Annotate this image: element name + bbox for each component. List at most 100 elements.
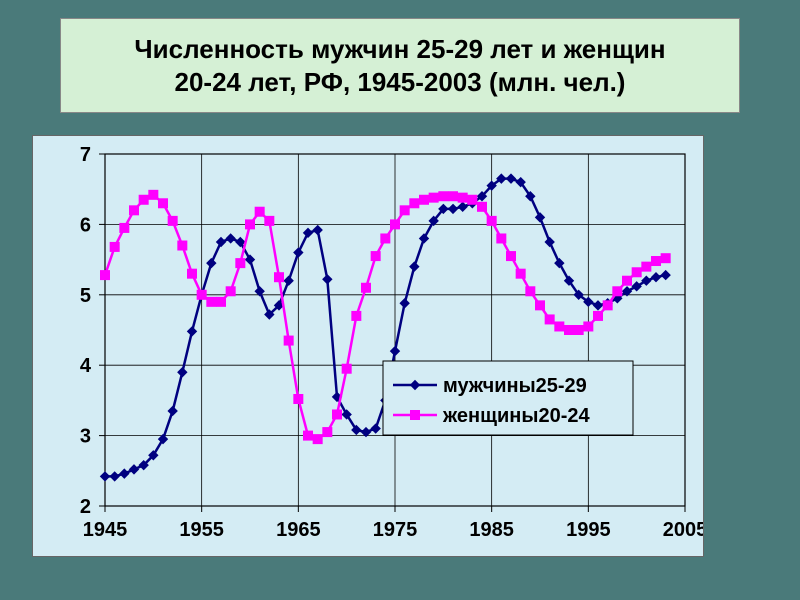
data-marker (226, 287, 235, 296)
y-tick-label: 5 (80, 285, 91, 307)
data-marker (168, 216, 177, 225)
data-marker (391, 347, 400, 356)
x-tick-label: 1955 (179, 519, 224, 541)
data-marker (661, 254, 670, 263)
data-marker (236, 259, 245, 268)
data-marker (594, 301, 603, 310)
legend-label: женщины20-24 (442, 405, 590, 427)
data-marker (371, 252, 380, 261)
data-marker (110, 472, 119, 481)
x-tick-label: 1995 (566, 519, 611, 541)
data-marker (468, 195, 477, 204)
data-marker (507, 252, 516, 261)
data-marker (555, 322, 564, 331)
data-marker (294, 248, 303, 257)
x-tick-label: 1945 (83, 519, 128, 541)
data-marker (313, 435, 322, 444)
data-marker (381, 234, 390, 243)
data-marker (159, 199, 168, 208)
title-box: Численность мужчин 25-29 лет и женщин20-… (60, 18, 740, 113)
data-marker (304, 431, 313, 440)
data-marker (420, 195, 429, 204)
data-marker (323, 428, 332, 437)
data-marker (449, 204, 458, 213)
slide-page: Численность мужчин 25-29 лет и женщин20-… (0, 0, 800, 600)
x-tick-label: 1965 (276, 519, 321, 541)
data-marker (342, 364, 351, 373)
x-tick-label: 1975 (373, 519, 418, 541)
data-marker (149, 190, 158, 199)
data-marker (613, 287, 622, 296)
data-marker (439, 192, 448, 201)
data-marker (110, 242, 119, 251)
data-marker (449, 192, 458, 201)
data-marker (120, 223, 129, 232)
data-marker (429, 193, 438, 202)
y-tick-label: 2 (80, 496, 91, 518)
data-marker (246, 220, 255, 229)
data-marker (304, 228, 313, 237)
chart-title: Численность мужчин 25-29 лет и женщин20-… (134, 33, 665, 98)
data-marker (178, 241, 187, 250)
data-marker (197, 290, 206, 299)
x-tick-label: 1985 (469, 519, 513, 541)
data-marker (101, 472, 110, 481)
data-marker (333, 410, 342, 419)
data-marker (487, 216, 496, 225)
y-tick-label: 7 (80, 144, 91, 166)
data-marker (458, 202, 467, 211)
data-marker (410, 199, 419, 208)
y-tick-label: 4 (80, 355, 92, 377)
data-marker (545, 238, 554, 247)
data-marker (632, 268, 641, 277)
data-marker (652, 257, 661, 266)
data-marker (188, 327, 197, 336)
data-marker (536, 301, 545, 310)
chart-container: 1945 1955 1965 1975 1985 1995 2005 2 3 4 5 6 7 мужчин… (32, 135, 704, 557)
data-marker (603, 301, 612, 310)
y-tick-label: 6 (80, 214, 91, 236)
data-marker (217, 297, 226, 306)
data-marker (275, 273, 284, 282)
data-marker (168, 406, 177, 415)
data-marker (536, 213, 545, 222)
data-marker (411, 411, 420, 420)
data-marker (352, 311, 361, 320)
data-marker (313, 226, 322, 235)
x-tick-label: 2005 (663, 519, 703, 541)
data-marker (207, 259, 216, 268)
data-marker (594, 311, 603, 320)
data-marker (410, 262, 419, 271)
data-marker (623, 276, 632, 285)
data-marker (400, 299, 409, 308)
data-marker (188, 269, 197, 278)
data-marker (574, 326, 583, 335)
data-marker (207, 297, 216, 306)
data-marker (101, 271, 110, 280)
data-marker (458, 193, 467, 202)
line-chart: 1945 1955 1965 1975 1985 1995 2005 2 3 4 5 6 7 мужчин… (33, 136, 703, 556)
data-marker (478, 202, 487, 211)
data-marker (255, 207, 264, 216)
y-tick-label: 3 (80, 426, 91, 448)
data-marker (565, 326, 574, 335)
data-marker (362, 283, 371, 292)
data-marker (139, 195, 148, 204)
data-marker (178, 368, 187, 377)
data-marker (120, 469, 129, 478)
data-marker (545, 315, 554, 324)
data-marker (130, 206, 139, 215)
data-marker (217, 238, 226, 247)
data-marker (294, 394, 303, 403)
data-marker (130, 465, 139, 474)
data-marker (661, 271, 670, 280)
data-marker (391, 220, 400, 229)
data-marker (265, 216, 274, 225)
data-marker (507, 174, 516, 183)
data-marker (584, 322, 593, 331)
data-marker (642, 262, 651, 271)
data-marker (526, 287, 535, 296)
data-marker (400, 206, 409, 215)
legend-label: мужчины25-29 (443, 375, 587, 397)
data-marker (284, 336, 293, 345)
